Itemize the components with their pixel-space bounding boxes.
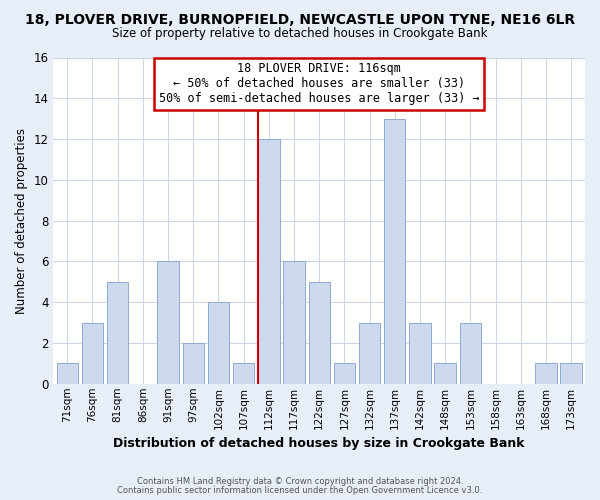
Bar	[535, 364, 557, 384]
Bar	[82, 322, 103, 384]
Text: Size of property relative to detached houses in Crookgate Bank: Size of property relative to detached ho…	[112, 28, 488, 40]
Text: Contains public sector information licensed under the Open Government Licence v3: Contains public sector information licen…	[118, 486, 482, 495]
Bar	[460, 322, 481, 384]
Bar	[258, 139, 280, 384]
Bar	[359, 322, 380, 384]
Y-axis label: Number of detached properties: Number of detached properties	[15, 128, 28, 314]
Bar	[308, 282, 330, 384]
Bar	[107, 282, 128, 384]
Text: 18 PLOVER DRIVE: 116sqm
← 50% of detached houses are smaller (33)
50% of semi-de: 18 PLOVER DRIVE: 116sqm ← 50% of detache…	[159, 62, 479, 106]
Bar	[182, 343, 204, 384]
Bar	[434, 364, 456, 384]
Bar	[157, 262, 179, 384]
Bar	[409, 322, 431, 384]
Bar	[334, 364, 355, 384]
Text: Contains HM Land Registry data © Crown copyright and database right 2024.: Contains HM Land Registry data © Crown c…	[137, 477, 463, 486]
Bar	[56, 364, 78, 384]
Bar	[208, 302, 229, 384]
Bar	[560, 364, 582, 384]
Bar	[283, 262, 305, 384]
Text: 18, PLOVER DRIVE, BURNOPFIELD, NEWCASTLE UPON TYNE, NE16 6LR: 18, PLOVER DRIVE, BURNOPFIELD, NEWCASTLE…	[25, 12, 575, 26]
Bar	[384, 118, 406, 384]
X-axis label: Distribution of detached houses by size in Crookgate Bank: Distribution of detached houses by size …	[113, 437, 525, 450]
Bar	[233, 364, 254, 384]
